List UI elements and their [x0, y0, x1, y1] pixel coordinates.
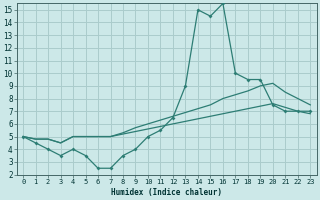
- X-axis label: Humidex (Indice chaleur): Humidex (Indice chaleur): [111, 188, 222, 197]
